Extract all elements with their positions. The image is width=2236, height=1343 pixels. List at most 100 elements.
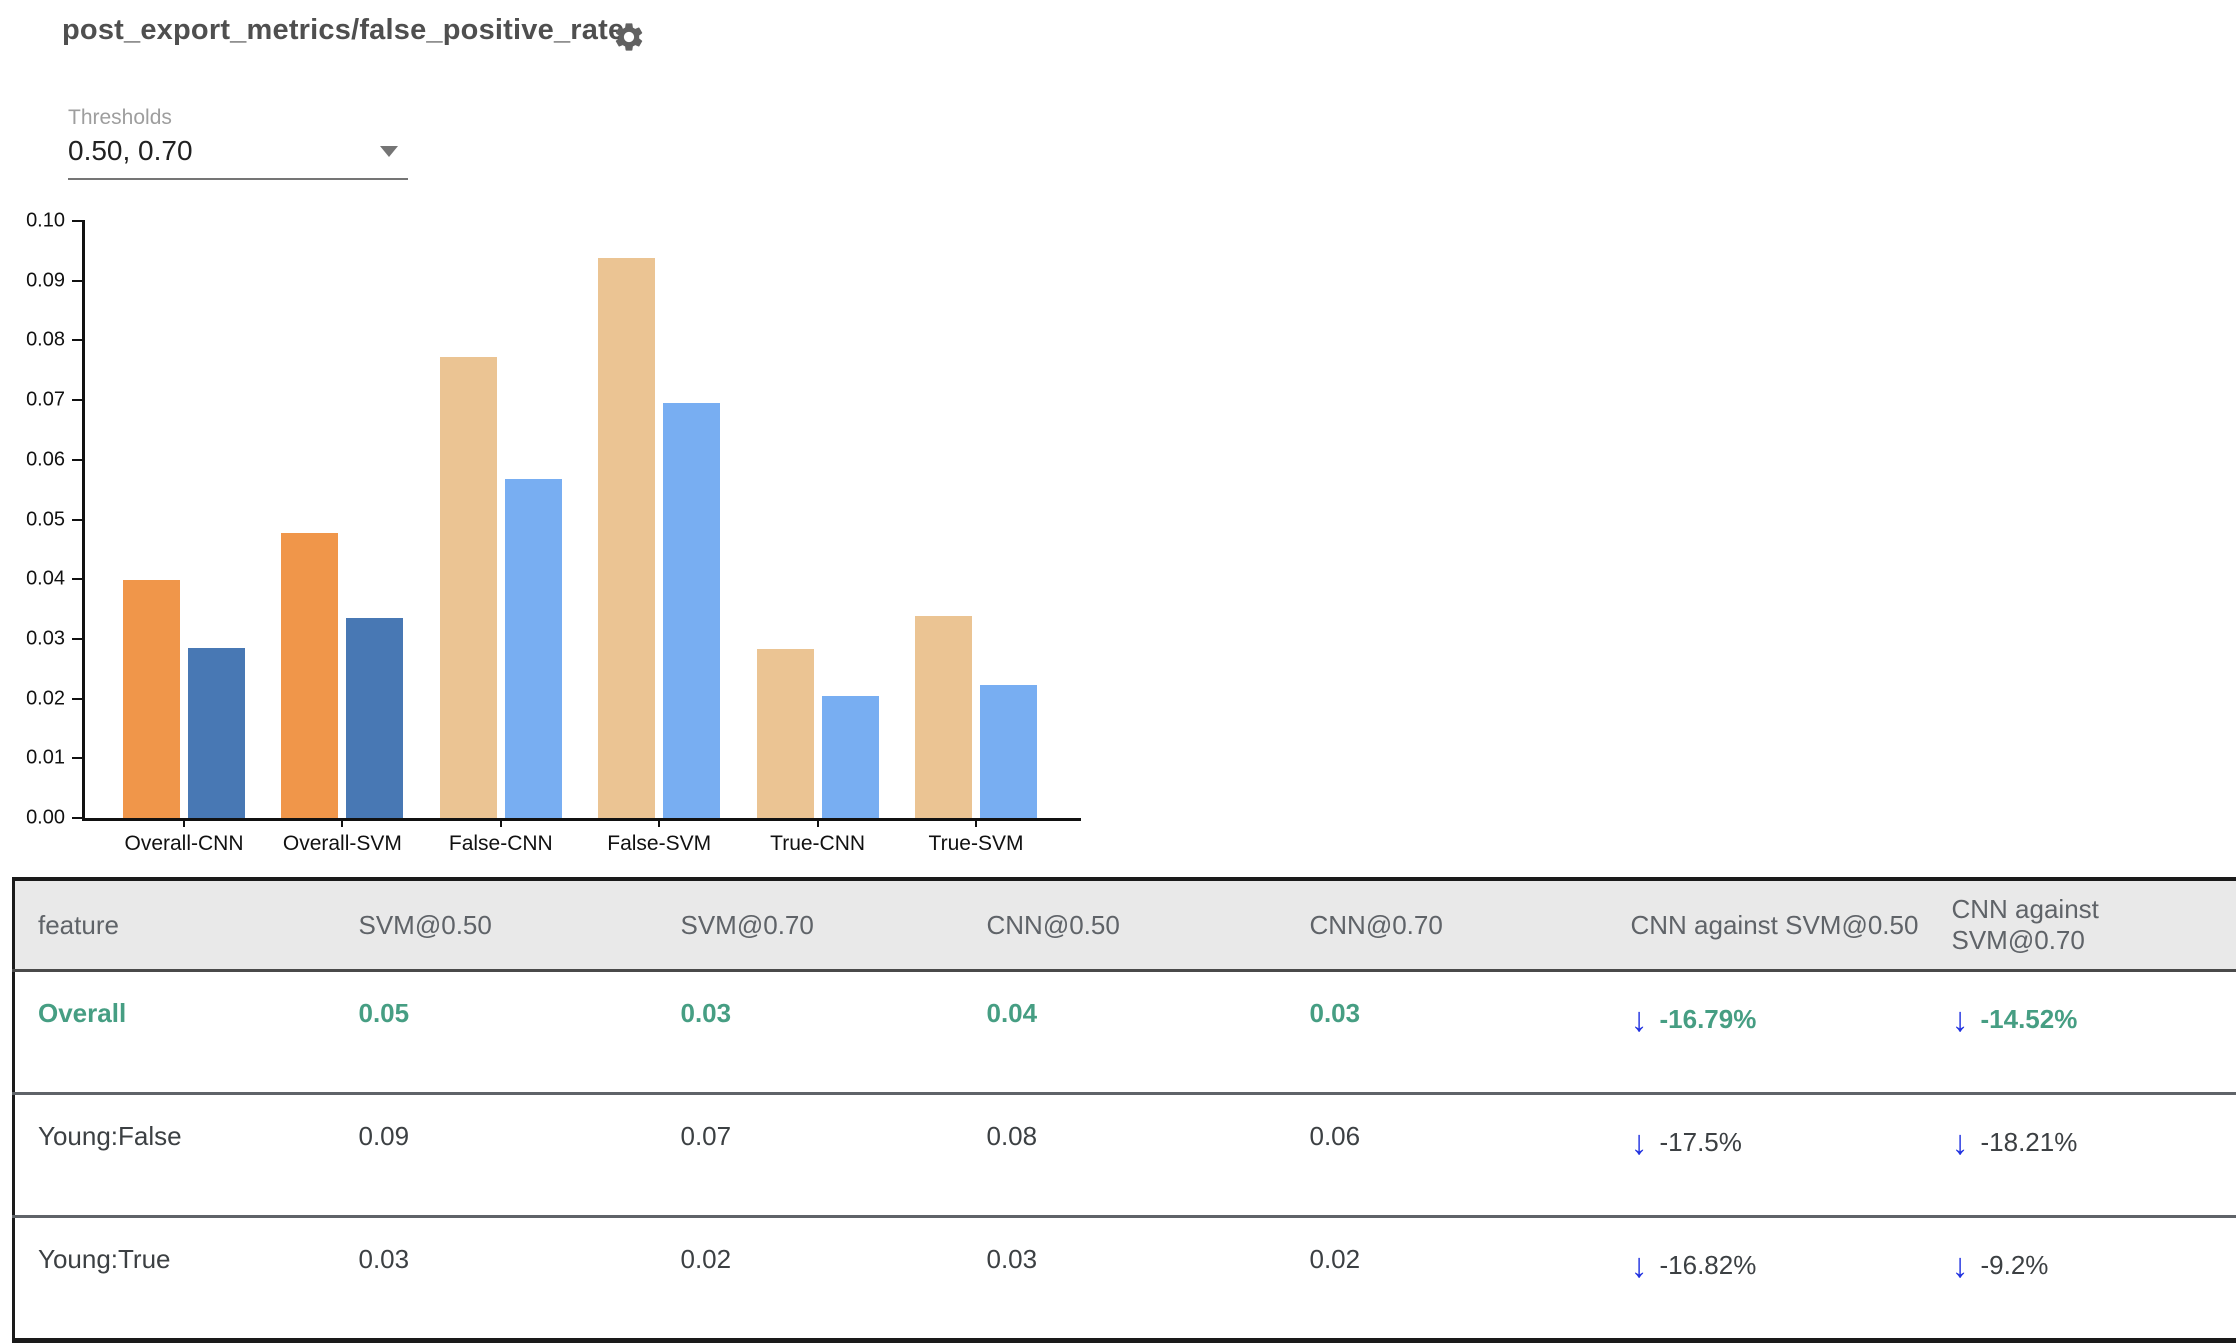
metric-value-cell: 0.05 — [359, 971, 681, 1094]
x-axis-category-label: False-SVM — [607, 832, 711, 856]
down-arrow-icon: ↓ — [1952, 1124, 1969, 1163]
metric-value-cell: 0.03 — [359, 1217, 681, 1341]
bar-Overall-CNN-threshold@0.50[interactable] — [123, 580, 180, 818]
gear-icon — [612, 20, 646, 54]
delta-percent-text: -9.2% — [1981, 1250, 2049, 1280]
x-axis-tick — [658, 818, 660, 827]
bar-False-CNN-threshold@0.50[interactable] — [440, 357, 497, 819]
bar-False-SVM-threshold@0.50[interactable] — [598, 258, 655, 818]
delta-percent-text: -16.82% — [1660, 1250, 1757, 1280]
y-axis-tick — [72, 578, 85, 580]
metric-value-cell: 0.02 — [681, 1217, 987, 1341]
thresholds-control: Thresholds 0.50, 0.70 — [68, 106, 408, 180]
delta-cell: ↓ -16.82% — [1631, 1217, 1952, 1341]
settings-gear-icon[interactable] — [612, 20, 646, 54]
column-header-CNN@0.50: CNN@0.50 — [987, 879, 1310, 971]
column-header-feature: feature — [14, 879, 359, 971]
delta-percent-text: -17.5% — [1660, 1127, 1742, 1157]
thresholds-label: Thresholds — [68, 106, 408, 130]
metric-value-cell: 0.03 — [1310, 971, 1631, 1094]
y-axis-tick-label: 0.01 — [7, 747, 65, 770]
y-axis-tick — [72, 757, 85, 759]
y-axis-tick — [72, 339, 85, 341]
metric-value-cell: 0.03 — [987, 1217, 1310, 1341]
y-axis-tick-label: 0.05 — [7, 508, 65, 531]
x-axis-tick — [975, 818, 977, 827]
y-axis-tick-label: 0.10 — [7, 210, 65, 233]
thresholds-dropdown[interactable]: 0.50, 0.70 — [68, 130, 408, 180]
page-title: post_export_metrics/false_positive_rate — [62, 14, 624, 47]
x-axis-category-label: False-CNN — [449, 832, 553, 856]
y-axis-tick-label: 0.08 — [7, 329, 65, 352]
delta-cell: ↓ -16.79% — [1631, 971, 1952, 1094]
y-axis-tick-label: 0.02 — [7, 687, 65, 710]
down-arrow-icon: ↓ — [1631, 1124, 1648, 1163]
y-axis-tick — [72, 638, 85, 640]
x-axis-category-label: True-CNN — [770, 832, 865, 856]
x-axis-tick — [500, 818, 502, 827]
x-axis-category-label: Overall-SVM — [283, 832, 402, 856]
bar-Overall-SVM-threshold@0.70[interactable] — [346, 618, 403, 818]
delta-cell: ↓ -17.5% — [1631, 1094, 1952, 1217]
y-axis-tick-label: 0.04 — [7, 568, 65, 591]
feature-cell: Overall — [14, 971, 359, 1094]
y-axis-tick — [72, 220, 85, 222]
y-axis-tick-label: 0.06 — [7, 448, 65, 471]
delta-cell: ↓ -14.52% — [1952, 971, 2236, 1094]
delta-percent-text: -18.21% — [1981, 1127, 2078, 1157]
metric-value-cell: 0.08 — [987, 1094, 1310, 1217]
x-axis-category-label: Overall-CNN — [124, 832, 243, 856]
feature-cell: Young:False — [14, 1094, 359, 1217]
metric-value-cell: 0.07 — [681, 1094, 987, 1217]
y-axis-tick — [72, 459, 85, 461]
x-axis-category-label: True-SVM — [929, 832, 1024, 856]
bar-True-SVM-threshold@0.50[interactable] — [915, 616, 972, 818]
x-axis-tick — [183, 818, 185, 827]
y-axis-tick — [72, 817, 85, 819]
down-arrow-icon: ↓ — [1631, 1001, 1648, 1040]
x-axis-tick — [341, 818, 343, 827]
metric-value-cell: 0.04 — [987, 971, 1310, 1094]
thresholds-value: 0.50, 0.70 — [68, 135, 193, 167]
y-axis-tick — [72, 519, 85, 521]
delta-percent-text: -16.79% — [1660, 1004, 1757, 1034]
bar-True-SVM-threshold@0.70[interactable] — [980, 685, 1037, 818]
feature-cell: Young:True — [14, 1217, 359, 1341]
y-axis-tick-label: 0.07 — [7, 389, 65, 412]
bar-Overall-SVM-threshold@0.50[interactable] — [281, 533, 338, 818]
x-axis-tick — [817, 818, 819, 827]
delta-cell: ↓ -9.2% — [1952, 1217, 2236, 1341]
column-header-SVM@0.50: SVM@0.50 — [359, 879, 681, 971]
dropdown-arrow-icon — [380, 146, 398, 157]
y-axis-tick — [72, 280, 85, 282]
metric-value-cell: 0.06 — [1310, 1094, 1631, 1217]
delta-percent-text: -14.52% — [1981, 1004, 2078, 1034]
bar-False-SVM-threshold@0.70[interactable] — [663, 403, 720, 818]
y-axis-tick — [72, 698, 85, 700]
bar-False-CNN-threshold@0.70[interactable] — [505, 479, 562, 818]
y-axis-tick-label: 0.03 — [7, 627, 65, 650]
column-header-SVM@0.70: SVM@0.70 — [681, 879, 987, 971]
table-row-Young:False[interactable]: Young:False0.090.070.080.06↓-17.5%↓-18.2… — [14, 1094, 2236, 1217]
bar-Overall-CNN-threshold@0.70[interactable] — [188, 648, 245, 818]
y-axis-tick-label: 0.09 — [7, 269, 65, 292]
metric-value-cell: 0.09 — [359, 1094, 681, 1217]
down-arrow-icon: ↓ — [1631, 1247, 1648, 1286]
y-axis-tick-label: 0.00 — [7, 807, 65, 830]
metric-value-cell: 0.02 — [1310, 1217, 1631, 1341]
column-header-CNN against SVM@0.70: CNN against SVM@0.70 — [1952, 879, 2236, 971]
bar-True-CNN-threshold@0.70[interactable] — [822, 696, 879, 818]
down-arrow-icon: ↓ — [1952, 1001, 1969, 1040]
down-arrow-icon: ↓ — [1952, 1247, 1969, 1286]
column-header-CNN@0.70: CNN@0.70 — [1310, 879, 1631, 971]
column-header-CNN against SVM@0.50: CNN against SVM@0.50 — [1631, 879, 1952, 971]
delta-cell: ↓ -18.21% — [1952, 1094, 2236, 1217]
metric-value-cell: 0.03 — [681, 971, 987, 1094]
bar-True-CNN-threshold@0.50[interactable] — [757, 649, 814, 819]
y-axis-tick — [72, 399, 85, 401]
